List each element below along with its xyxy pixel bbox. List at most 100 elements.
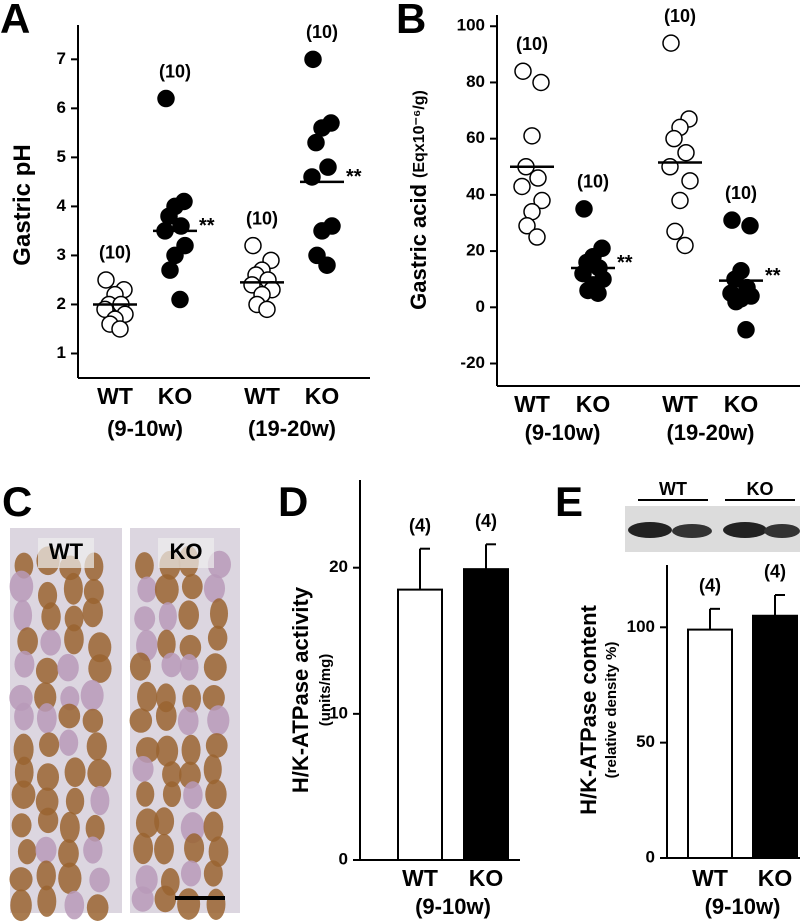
- data-point: [589, 284, 607, 302]
- cell: [86, 732, 107, 761]
- cell: [82, 708, 104, 733]
- cell: [209, 598, 229, 630]
- data-point: [677, 143, 695, 162]
- cell: [181, 734, 201, 766]
- y-axis-label: Gastric acid (Eqx10⁻⁶/g): [406, 90, 431, 310]
- cell: [14, 650, 35, 678]
- data-point: [518, 217, 536, 235]
- data-point: [533, 191, 551, 210]
- cell: [13, 733, 34, 766]
- cell: [9, 570, 34, 603]
- cell: [90, 785, 110, 816]
- y-tick-label: 0: [339, 849, 348, 868]
- blot-band: [764, 524, 800, 538]
- micrograph-label: KO: [170, 539, 203, 564]
- cell: [154, 833, 174, 865]
- cell: [37, 581, 58, 610]
- cell: [179, 653, 199, 681]
- data-point: [304, 50, 322, 69]
- y-tick-label: 0: [476, 297, 485, 316]
- cell: [86, 894, 109, 921]
- y-tick-label: 4: [57, 196, 67, 215]
- data-point: [523, 127, 541, 145]
- x-tick-label: KO: [758, 865, 793, 891]
- panel-letter: C: [2, 478, 32, 525]
- period-label: (9-10w): [525, 420, 601, 445]
- cell: [37, 885, 57, 917]
- n-label: (10): [306, 22, 338, 42]
- y-tick-label: 50: [636, 732, 655, 751]
- data-point: [532, 73, 550, 92]
- y-axis-label: Gastric pH: [9, 144, 36, 265]
- cell: [137, 576, 157, 603]
- cell: [162, 781, 182, 808]
- n-label: (10): [159, 61, 191, 81]
- cell: [35, 836, 57, 864]
- bar: [687, 628, 733, 860]
- n-label: (4): [764, 562, 786, 582]
- cell: [88, 654, 112, 683]
- cell: [133, 832, 154, 865]
- cell: [154, 885, 177, 913]
- cell: [60, 686, 80, 711]
- significance: **: [765, 265, 781, 287]
- period-label: (19-20w): [666, 420, 754, 445]
- blot-band: [672, 524, 712, 538]
- x-tick-label: WT: [662, 391, 698, 417]
- n-label: (4): [409, 515, 431, 535]
- cell: [129, 708, 153, 733]
- data-point: [318, 256, 336, 274]
- cell: [83, 836, 103, 864]
- data-point: [111, 320, 129, 338]
- cell: [82, 597, 103, 628]
- cell: [64, 605, 84, 632]
- period-label: (9-10w): [415, 894, 491, 919]
- data-point: [319, 158, 337, 176]
- y-axis-unit: (relative density %): [603, 642, 620, 779]
- cell: [11, 780, 36, 809]
- bar: [463, 568, 509, 862]
- y-tick-label: 20: [329, 557, 348, 576]
- y-label-main: H/K-ATPase activity: [288, 586, 313, 793]
- data-point: [665, 129, 683, 148]
- cell: [178, 600, 200, 630]
- cell: [10, 889, 32, 922]
- cell: [182, 684, 202, 713]
- cell: [206, 888, 226, 920]
- x-tick-label: WT: [244, 383, 280, 409]
- panel-letter: A: [0, 0, 30, 42]
- cell: [202, 684, 225, 711]
- data-point: [671, 191, 689, 210]
- cell: [129, 652, 151, 681]
- x-tick-label: WT: [692, 865, 728, 891]
- data-point: [723, 211, 741, 229]
- cell: [180, 860, 202, 887]
- data-point: [727, 292, 745, 311]
- data-point: [661, 158, 679, 176]
- cell: [59, 729, 79, 756]
- cell: [39, 732, 60, 757]
- blot-band: [723, 522, 767, 538]
- cell: [9, 867, 33, 892]
- y-label-main: H/K-ATPase content: [576, 604, 601, 815]
- cell: [205, 733, 228, 758]
- x-tick-label: KO: [724, 391, 759, 417]
- data-point: [313, 222, 331, 240]
- cell: [89, 867, 110, 893]
- cell: [203, 574, 226, 603]
- panel-letter: E: [555, 478, 583, 525]
- cell: [85, 814, 105, 842]
- n-label: (10): [99, 243, 131, 263]
- y-tick-label: 7: [57, 49, 66, 68]
- cell: [207, 705, 230, 736]
- significance: **: [346, 166, 362, 188]
- data-point: [258, 300, 276, 319]
- y-axis-label: H/K-ATPase activity: [288, 586, 313, 793]
- label-bg: [158, 538, 214, 568]
- y-tick-label: 5: [57, 147, 66, 166]
- y-tick-label: 3: [57, 245, 66, 264]
- y-label-main: Gastric acid: [406, 184, 431, 310]
- cell: [41, 602, 61, 632]
- period-label: (9-10w): [107, 416, 183, 441]
- bar: [397, 588, 443, 861]
